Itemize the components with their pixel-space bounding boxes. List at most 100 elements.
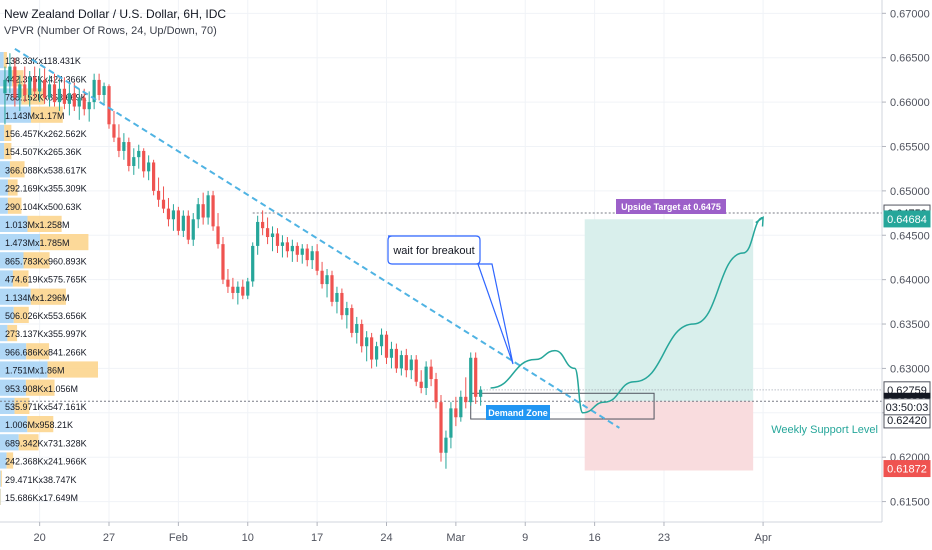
projected-path[interactable] bbox=[490, 216, 764, 414]
candle-up[interactable] bbox=[444, 437, 448, 453]
candle-down[interactable] bbox=[439, 402, 443, 453]
candle-up[interactable] bbox=[191, 219, 195, 240]
demand-zone-label[interactable]: Demand Zone bbox=[488, 408, 548, 418]
candle-down[interactable] bbox=[231, 286, 235, 293]
candle-down[interactable] bbox=[23, 84, 27, 95]
candle-down[interactable] bbox=[201, 204, 205, 218]
candle-down[interactable] bbox=[305, 248, 309, 261]
candle-down[interactable] bbox=[62, 88, 67, 104]
candle-up[interactable] bbox=[449, 408, 453, 438]
candle-up[interactable] bbox=[196, 204, 200, 220]
candles[interactable] bbox=[3, 53, 483, 469]
upside-target-label[interactable]: Upside Target at 0.6475 bbox=[621, 202, 721, 212]
candle-up[interactable] bbox=[335, 292, 339, 302]
candle-down[interactable] bbox=[166, 208, 171, 220]
candle-down[interactable] bbox=[429, 366, 433, 380]
candle-down[interactable] bbox=[360, 324, 364, 347]
candle-up[interactable] bbox=[137, 150, 141, 158]
candle-down[interactable] bbox=[384, 334, 389, 358]
candle-down[interactable] bbox=[112, 124, 116, 138]
annotations[interactable]: wait for breakout Demand Zone Upside Targe… bbox=[387, 199, 878, 436]
candle-up[interactable] bbox=[379, 334, 384, 347]
weekly-support-label[interactable]: Weekly Support Level bbox=[771, 424, 878, 436]
candle-up[interactable] bbox=[469, 357, 473, 403]
candle-down[interactable] bbox=[404, 355, 408, 371]
candle-up[interactable] bbox=[181, 215, 185, 231]
candle-up[interactable] bbox=[365, 337, 369, 347]
candle-down[interactable] bbox=[216, 226, 220, 245]
candle-up[interactable] bbox=[77, 97, 81, 107]
candle-down[interactable] bbox=[464, 396, 468, 403]
candle-up[interactable] bbox=[290, 245, 294, 252]
candle-down[interactable] bbox=[340, 292, 344, 316]
candle-up[interactable] bbox=[18, 84, 22, 98]
candle-down[interactable] bbox=[315, 251, 319, 271]
candle-up[interactable] bbox=[147, 162, 151, 172]
candle-up[interactable] bbox=[389, 348, 394, 358]
candle-up[interactable] bbox=[270, 233, 275, 238]
candle-down[interactable] bbox=[275, 233, 280, 246]
trendline[interactable] bbox=[14, 47, 620, 429]
candle-up[interactable] bbox=[57, 88, 62, 103]
projection[interactable] bbox=[490, 215, 764, 414]
candle-down[interactable] bbox=[221, 244, 225, 280]
candle-up[interactable] bbox=[132, 157, 136, 167]
candle-down[interactable] bbox=[241, 286, 245, 296]
candle-up[interactable] bbox=[256, 221, 260, 246]
candle-up[interactable] bbox=[479, 389, 483, 397]
candle-up[interactable] bbox=[280, 242, 285, 246]
candle-up[interactable] bbox=[345, 308, 349, 316]
descending-trendline[interactable] bbox=[14, 47, 620, 429]
indicator-legend[interactable]: VPVR (Number Of Rows, 24, Up/Down, 70) bbox=[4, 25, 217, 37]
candle-down[interactable] bbox=[33, 77, 37, 92]
candle-down[interactable] bbox=[261, 221, 265, 229]
candle-up[interactable] bbox=[28, 77, 32, 95]
candle-down[interactable] bbox=[265, 228, 270, 238]
candle-down[interactable] bbox=[211, 195, 215, 227]
candle-up[interactable] bbox=[409, 359, 413, 371]
candle-down[interactable] bbox=[414, 359, 418, 382]
candle-down[interactable] bbox=[226, 279, 230, 287]
candle-up[interactable] bbox=[8, 66, 12, 80]
candle-up[interactable] bbox=[300, 248, 304, 255]
demand-zone-box[interactable] bbox=[470, 392, 655, 420]
candle-down[interactable] bbox=[156, 190, 161, 200]
candle-down[interactable] bbox=[186, 215, 190, 240]
candle-down[interactable] bbox=[117, 137, 121, 151]
candle-up[interactable] bbox=[92, 79, 96, 103]
candle-up[interactable] bbox=[355, 324, 359, 333]
candle-down[interactable] bbox=[370, 337, 374, 360]
candle-down[interactable] bbox=[454, 408, 458, 418]
candle-up[interactable] bbox=[251, 245, 255, 282]
candle-down[interactable] bbox=[285, 242, 290, 252]
candle-up[interactable] bbox=[424, 366, 428, 388]
candle-up[interactable] bbox=[206, 195, 210, 218]
candle-down[interactable] bbox=[151, 162, 156, 191]
candle-up[interactable] bbox=[102, 86, 106, 95]
candle-down[interactable] bbox=[142, 150, 146, 172]
candle-up[interactable] bbox=[122, 142, 126, 151]
candle-down[interactable] bbox=[82, 97, 86, 110]
candle-down[interactable] bbox=[295, 245, 299, 255]
candle-up[interactable] bbox=[171, 210, 176, 220]
candle-down[interactable] bbox=[97, 79, 101, 95]
candle-down[interactable] bbox=[320, 270, 324, 285]
candle-down[interactable] bbox=[72, 93, 76, 107]
candle-down[interactable] bbox=[419, 381, 423, 388]
time-axis[interactable]: 20 27 Feb 10 17 24 Mar 9 16 23 Apr bbox=[0, 521, 932, 550]
candle-down[interactable] bbox=[161, 199, 166, 209]
candle-down[interactable] bbox=[176, 210, 180, 231]
candle-up[interactable] bbox=[3, 79, 7, 94]
candle-down[interactable] bbox=[107, 86, 111, 125]
price-label-teal[interactable] bbox=[883, 210, 931, 228]
price-label-red[interactable] bbox=[883, 460, 931, 478]
candle-up[interactable] bbox=[310, 251, 314, 261]
candle-up[interactable] bbox=[87, 102, 91, 110]
candle-down[interactable] bbox=[52, 84, 57, 103]
candle-up[interactable] bbox=[47, 84, 52, 98]
candle-down[interactable] bbox=[13, 66, 17, 98]
breakout-callout-text[interactable]: wait for breakout bbox=[392, 245, 474, 257]
candle-up[interactable] bbox=[399, 355, 403, 369]
candle-down[interactable] bbox=[330, 275, 334, 302]
